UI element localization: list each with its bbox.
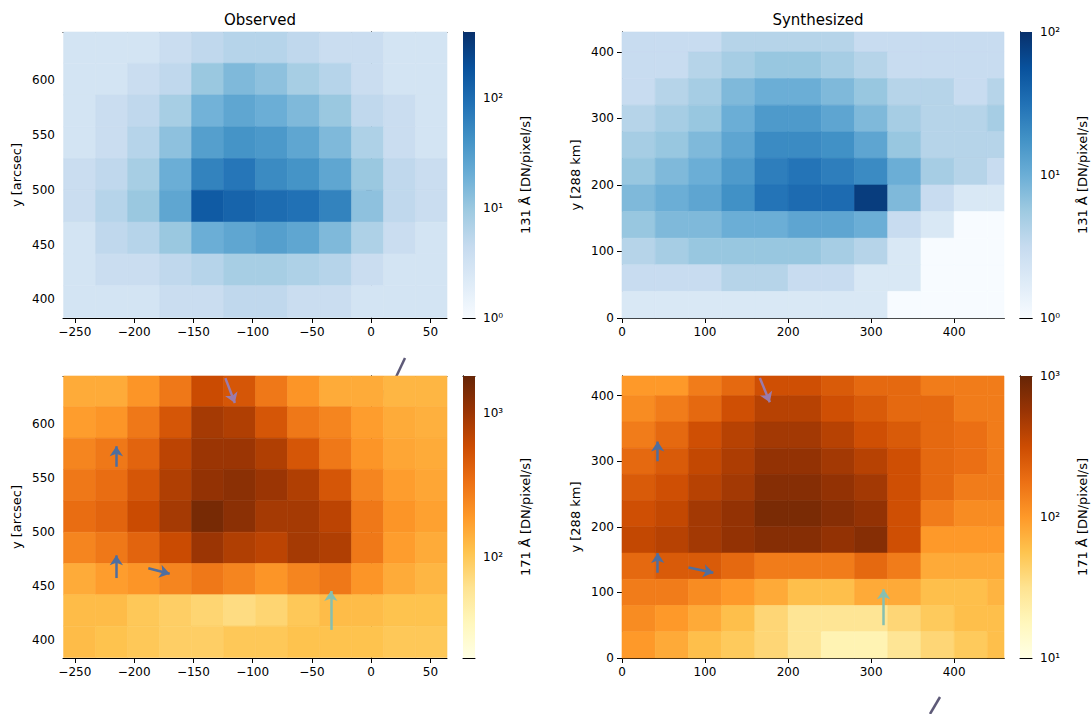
svg-text:−50: −50 bbox=[299, 325, 324, 339]
svg-text:10³: 10³ bbox=[1040, 369, 1060, 383]
svg-text:450: 450 bbox=[32, 579, 55, 593]
svg-text:10³: 10³ bbox=[483, 406, 503, 420]
svg-text:−250: −250 bbox=[58, 325, 91, 339]
svg-text:−150: −150 bbox=[177, 325, 210, 339]
svg-text:0: 0 bbox=[367, 325, 375, 339]
svg-text:500: 500 bbox=[32, 525, 55, 539]
svg-text:Synthesized: Synthesized bbox=[772, 11, 863, 29]
svg-text:100: 100 bbox=[694, 665, 717, 679]
svg-text:300: 300 bbox=[591, 111, 614, 125]
svg-text:200: 200 bbox=[591, 178, 614, 192]
svg-text:100: 100 bbox=[694, 325, 717, 339]
svg-text:131 Å [DN/pixel/s]: 131 Å [DN/pixel/s] bbox=[1075, 116, 1090, 234]
svg-text:300: 300 bbox=[591, 454, 614, 468]
svg-text:550: 550 bbox=[32, 128, 55, 142]
svg-text:550: 550 bbox=[32, 471, 55, 485]
svg-text:400: 400 bbox=[32, 292, 55, 306]
svg-text:171 Å [DN/pixel/s]: 171 Å [DN/pixel/s] bbox=[1075, 458, 1090, 576]
svg-text:300: 300 bbox=[860, 325, 883, 339]
svg-text:600: 600 bbox=[32, 417, 55, 431]
svg-text:500: 500 bbox=[32, 183, 55, 197]
svg-text:600: 600 bbox=[32, 73, 55, 87]
svg-text:−100: −100 bbox=[236, 325, 269, 339]
svg-text:10²: 10² bbox=[483, 550, 503, 564]
svg-text:131 Å [DN/pixel/s]: 131 Å [DN/pixel/s] bbox=[518, 116, 533, 234]
svg-text:−200: −200 bbox=[118, 665, 151, 679]
svg-text:10⁰: 10⁰ bbox=[483, 311, 503, 325]
svg-text:0: 0 bbox=[606, 311, 614, 325]
svg-text:10¹: 10¹ bbox=[483, 201, 503, 215]
svg-text:450: 450 bbox=[32, 238, 55, 252]
svg-text:50: 50 bbox=[423, 665, 438, 679]
svg-text:10¹: 10¹ bbox=[1040, 168, 1060, 182]
svg-text:200: 200 bbox=[591, 520, 614, 534]
svg-text:200: 200 bbox=[777, 325, 800, 339]
svg-text:10²: 10² bbox=[483, 91, 503, 105]
svg-text:10⁰: 10⁰ bbox=[1040, 311, 1060, 325]
svg-text:−250: −250 bbox=[58, 665, 91, 679]
svg-text:0: 0 bbox=[606, 651, 614, 665]
svg-text:400: 400 bbox=[32, 633, 55, 647]
svg-text:10¹: 10¹ bbox=[1040, 651, 1060, 665]
svg-text:y [288 km]: y [288 km] bbox=[568, 481, 583, 552]
svg-text:−50: −50 bbox=[299, 665, 324, 679]
svg-text:y [arcsec]: y [arcsec] bbox=[9, 143, 24, 207]
svg-text:0: 0 bbox=[618, 325, 626, 339]
svg-text:10²: 10² bbox=[1040, 510, 1060, 524]
svg-text:y [arcsec]: y [arcsec] bbox=[9, 485, 24, 549]
svg-text:y [288 km]: y [288 km] bbox=[568, 139, 583, 210]
svg-text:100: 100 bbox=[591, 244, 614, 258]
svg-text:−100: −100 bbox=[236, 665, 269, 679]
svg-text:200: 200 bbox=[777, 665, 800, 679]
svg-text:400: 400 bbox=[591, 389, 614, 403]
svg-text:0: 0 bbox=[367, 665, 375, 679]
svg-text:171 Å [DN/pixel/s]: 171 Å [DN/pixel/s] bbox=[518, 458, 533, 576]
svg-text:100: 100 bbox=[591, 585, 614, 599]
svg-text:400: 400 bbox=[591, 45, 614, 59]
svg-text:400: 400 bbox=[943, 665, 966, 679]
svg-text:−150: −150 bbox=[177, 665, 210, 679]
svg-text:Observed: Observed bbox=[224, 11, 296, 29]
svg-text:400: 400 bbox=[943, 325, 966, 339]
svg-text:10²: 10² bbox=[1040, 25, 1060, 39]
svg-text:−200: −200 bbox=[118, 325, 151, 339]
svg-text:300: 300 bbox=[860, 665, 883, 679]
svg-text:0: 0 bbox=[618, 665, 626, 679]
svg-text:50: 50 bbox=[423, 325, 438, 339]
